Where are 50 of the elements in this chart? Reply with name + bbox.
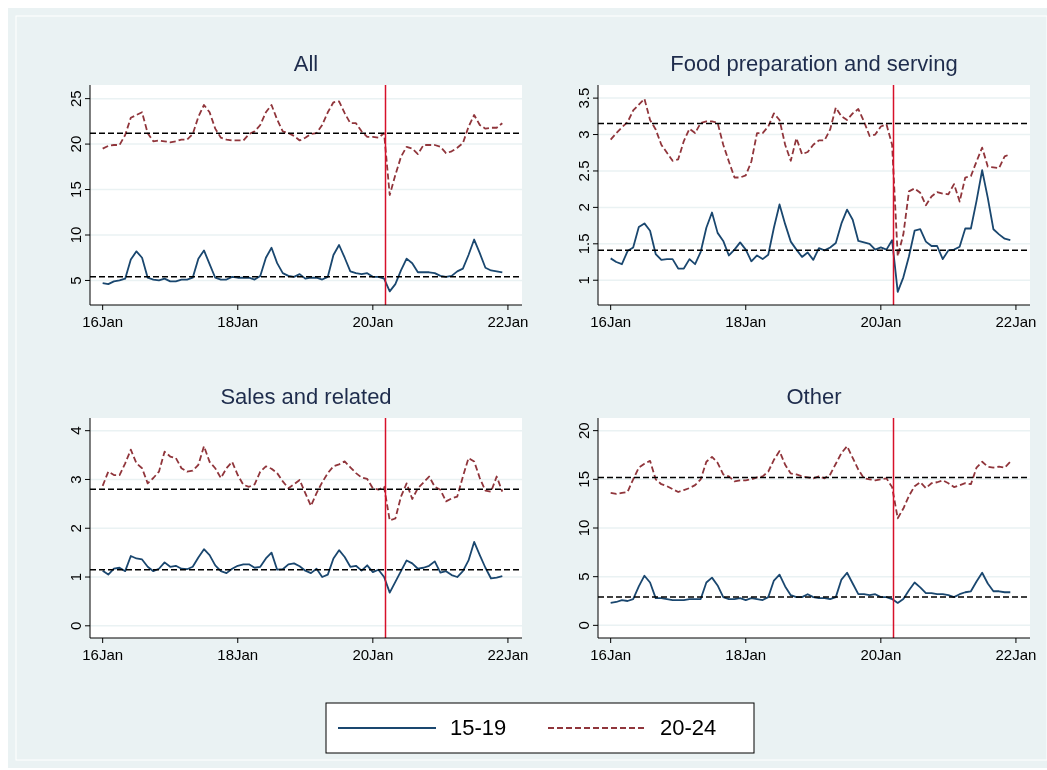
line-series — [101, 238, 504, 293]
x-tick-label: 18Jan — [217, 646, 259, 663]
y-tick-label: 2 — [575, 203, 592, 212]
y-tick-label: 2.5 — [575, 160, 592, 182]
y-tick-label: 1.5 — [575, 233, 592, 255]
chart-title: Food preparation and serving — [670, 51, 958, 76]
x-tick-label: 22Jan — [995, 313, 1037, 330]
line-series — [609, 571, 1012, 604]
x-tick-label: 20Jan — [352, 646, 394, 663]
y-tick-label: 15 — [67, 181, 84, 198]
line-series — [101, 445, 504, 522]
y-tick-label: 3 — [575, 130, 592, 139]
x-tick-label: 18Jan — [217, 313, 259, 330]
legend-label: 20-24 — [660, 715, 717, 740]
x-tick-label: 16Jan — [590, 646, 632, 663]
x-tick-label: 22Jan — [487, 313, 529, 330]
y-tick-label: 20 — [67, 135, 84, 153]
x-tick-label: 20Jan — [860, 646, 902, 663]
line-series — [101, 100, 504, 196]
y-tick-label: 5 — [575, 572, 592, 581]
x-tick-label: 16Jan — [590, 313, 632, 330]
x-tick-label: 22Jan — [487, 646, 529, 663]
y-tick-label: 1 — [575, 276, 592, 285]
y-tick-label: 10 — [575, 519, 592, 537]
y-tick-label: 4 — [67, 426, 84, 435]
y-tick-label: 2 — [67, 524, 84, 533]
y-tick-label: 20 — [575, 422, 592, 439]
y-tick-label: 1 — [67, 572, 84, 582]
line-series — [101, 541, 504, 594]
x-tick-label: 16Jan — [82, 313, 124, 330]
line-series — [609, 169, 1012, 293]
legend-label: 15-19 — [450, 715, 507, 740]
y-tick-label: 0 — [67, 621, 84, 630]
y-tick-label: 10 — [67, 226, 84, 244]
x-tick-label: 18Jan — [725, 646, 767, 663]
x-tick-label: 22Jan — [995, 646, 1037, 663]
y-tick-label: 3.5 — [575, 87, 592, 109]
y-tick-label: 0 — [575, 621, 592, 630]
chart-title: Sales and related — [220, 384, 392, 409]
y-tick-label: 3 — [67, 475, 84, 484]
x-tick-label: 20Jan — [352, 313, 394, 330]
chart-title: Other — [786, 384, 842, 409]
chart-title: All — [293, 51, 319, 76]
x-tick-label: 20Jan — [860, 313, 902, 330]
y-tick-label: 25 — [67, 90, 84, 107]
x-tick-label: 18Jan — [725, 313, 767, 330]
x-tick-label: 16Jan — [82, 646, 124, 663]
y-tick-label: 15 — [575, 470, 592, 488]
line-series — [609, 445, 1012, 520]
y-tick-label: 5 — [67, 276, 84, 285]
